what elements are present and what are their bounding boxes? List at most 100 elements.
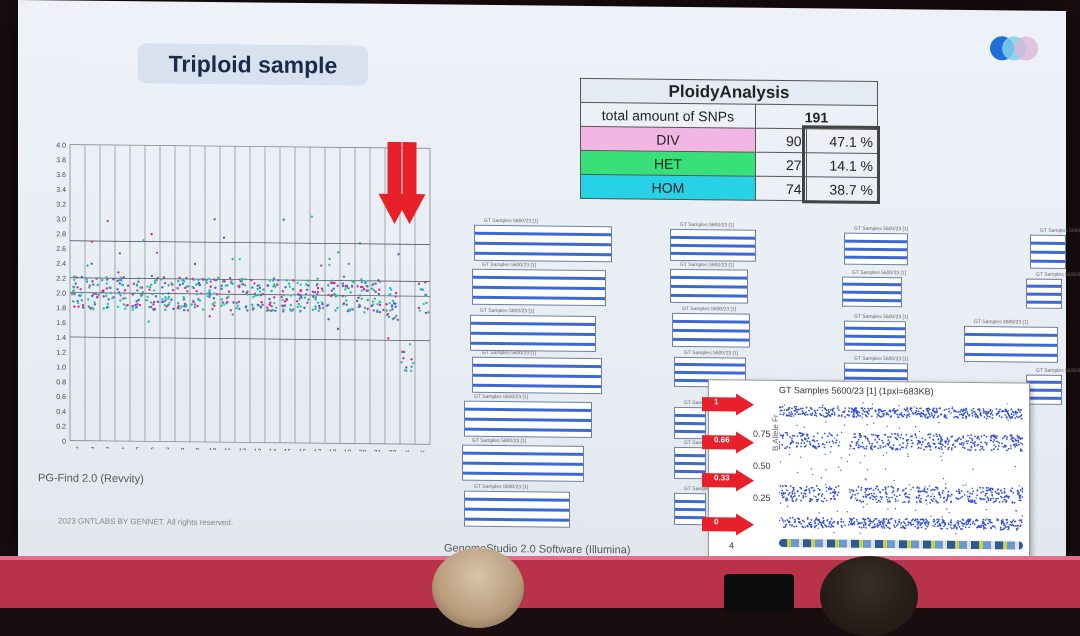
zoom-noise-point <box>942 452 944 454</box>
pg-data-point <box>131 308 135 311</box>
zoom-baf-point <box>878 415 881 418</box>
pg-data-point <box>287 282 291 285</box>
zoom-baf-point <box>974 435 976 438</box>
pg-xtick-label: X <box>405 450 410 452</box>
pg-ytick-label: 2.6 <box>56 246 66 253</box>
zoom-baf-point <box>835 486 837 489</box>
zoom-noise-point <box>908 415 911 418</box>
zoom-baf-point <box>910 445 913 448</box>
audience-head-2 <box>820 556 918 636</box>
pg-data-point <box>220 304 223 307</box>
pg-data-point <box>178 307 182 310</box>
zoom-baf-point <box>864 437 867 439</box>
zoom-noise-point <box>799 456 802 458</box>
zoom-baf-point <box>944 487 947 489</box>
pg-data-point <box>73 275 76 278</box>
pg-data-point <box>410 365 413 368</box>
genomestudio-mini-panel <box>672 312 750 348</box>
pg-data-point <box>296 292 300 296</box>
baf-arrows: 1 0.66 0.33 0 <box>18 0 1066 536</box>
zoom-baf-point <box>810 408 813 411</box>
zoom-baf-point <box>977 443 980 446</box>
zoom-baf-point <box>990 497 992 500</box>
zoom-baf-point <box>786 445 789 448</box>
zoom-baf-point <box>790 496 792 498</box>
zoom-baf-point <box>820 413 822 416</box>
pg-data-point <box>236 304 239 307</box>
zoom-baf-point <box>868 488 871 490</box>
pg-data-point <box>172 307 175 311</box>
pg-data-point <box>349 291 352 294</box>
pg-data-point <box>76 301 80 305</box>
zoom-baf-point <box>810 414 813 417</box>
zoom-noise-point <box>873 422 875 424</box>
zoom-baf-point <box>905 439 908 441</box>
zoom-baf-point <box>859 499 861 502</box>
zoom-baf-point <box>860 501 863 504</box>
pg-data-point <box>137 277 141 280</box>
pg-ytick-label: 1.4 <box>56 335 66 342</box>
pg-data-point <box>220 298 223 301</box>
pg-data-point <box>238 307 241 311</box>
mini-panel-band <box>465 427 591 432</box>
zoom-baf-point <box>1019 449 1022 452</box>
pg-data-point <box>124 297 127 300</box>
zoom-baf-point <box>918 487 921 490</box>
pg-data-point <box>163 304 167 307</box>
zoom-baf-point <box>882 413 884 416</box>
zoom-baf-point <box>957 523 960 526</box>
zoom-baf-point <box>885 412 888 414</box>
zoom-baf-point <box>798 408 800 411</box>
mini-panel-band <box>671 293 747 298</box>
zoom-noise-point <box>942 477 945 480</box>
pg-data-point <box>96 283 99 287</box>
mini-panel-band <box>1031 250 1065 254</box>
zoom-baf-point <box>881 521 884 524</box>
zoom-baf-point <box>906 496 909 498</box>
zoom-baf-point <box>942 497 945 500</box>
zoom-baf-point <box>1020 417 1023 420</box>
zoom-baf-point <box>906 444 908 447</box>
pg-data-point <box>195 283 198 286</box>
zoom-noise-point <box>813 495 815 497</box>
zoom-baf-point <box>939 496 942 499</box>
zoom-baf-point <box>916 518 919 521</box>
baf-red-arrow: 0 <box>702 513 754 536</box>
zoom-baf-point <box>862 409 865 412</box>
zoom-baf-point <box>959 410 962 413</box>
zoom-baf-point <box>789 436 792 438</box>
pg-data-point <box>427 311 430 314</box>
zoom-baf-point <box>929 433 932 436</box>
zoom-baf-point <box>817 498 820 501</box>
mini-panel-band <box>675 363 745 367</box>
pg-data-point <box>111 296 114 300</box>
pg-data-point <box>80 291 83 295</box>
pg-data-point <box>178 283 182 287</box>
zoom-baf-point <box>782 434 785 437</box>
pg-data-point <box>85 278 88 281</box>
zoom-baf-point <box>822 500 825 503</box>
zoom-baf-point <box>961 446 964 449</box>
mini-panel-title: GT Samples 5600/23 [1] <box>1040 227 1080 235</box>
mini-panel-band <box>1031 259 1065 263</box>
zoom-baf-point <box>896 433 899 435</box>
zoom-baf-point <box>922 409 925 412</box>
zoom-baf-point <box>1015 443 1017 445</box>
zoom-baf-point <box>808 488 810 490</box>
zoom-noise-point <box>820 477 822 479</box>
pg-data-point <box>155 251 159 254</box>
zoom-baf-point <box>910 524 913 527</box>
zoom-baf-point <box>832 407 835 410</box>
zoom-baf-point <box>1000 496 1003 499</box>
pg-data-point <box>181 279 184 282</box>
pg-data-point <box>153 281 157 285</box>
pg-data-point <box>193 262 197 266</box>
zoom-baf-point <box>791 434 794 437</box>
zoom-baf-point <box>791 490 794 493</box>
zoom-baf-point <box>914 518 917 521</box>
zoom-baf-point <box>997 445 1000 447</box>
zoom-baf-point <box>856 499 859 502</box>
pg-data-point <box>303 306 306 310</box>
zoom-baf-point <box>962 525 964 527</box>
zoom-baf-point <box>939 413 942 416</box>
